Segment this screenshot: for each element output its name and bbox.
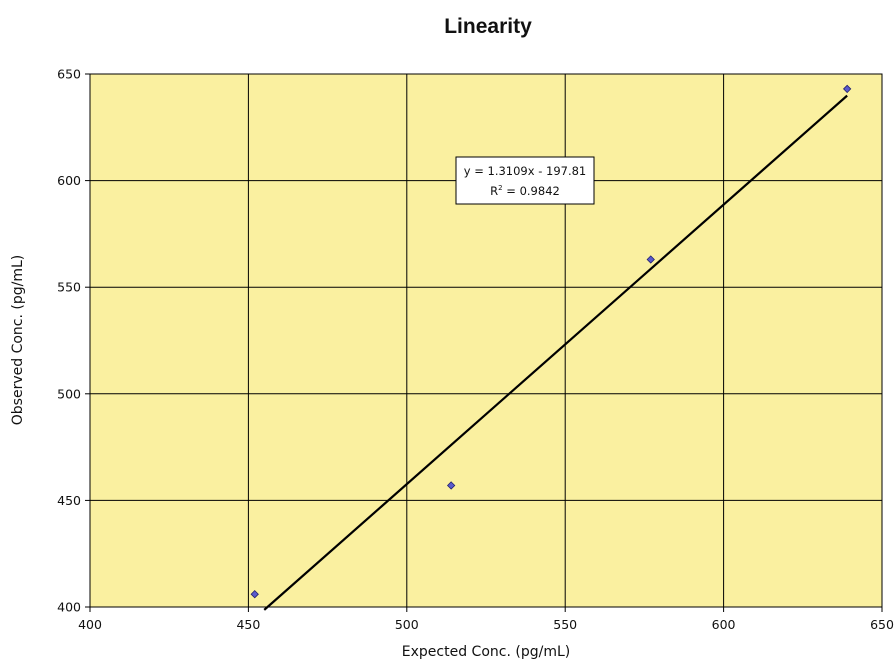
r-squared-value: = 0.9842 bbox=[503, 184, 560, 198]
y-tick-label: 550 bbox=[57, 280, 81, 295]
trendline-equation: y = 1.3109x - 197.81 bbox=[464, 164, 587, 178]
x-axis-ticks: 400 450 500 550 600 650 bbox=[78, 607, 894, 632]
x-tick-label: 650 bbox=[870, 617, 894, 632]
equation-box-frame bbox=[455, 156, 595, 205]
data-point bbox=[446, 481, 456, 490]
r-squared-prefix: R bbox=[490, 184, 498, 198]
y-tick-label: 450 bbox=[57, 493, 81, 508]
y-tick-label: 650 bbox=[57, 67, 81, 82]
chart-title: Linearity bbox=[444, 15, 532, 38]
x-tick-label: 550 bbox=[553, 617, 577, 632]
y-tick-label: 500 bbox=[57, 386, 81, 401]
plot-area bbox=[90, 74, 882, 607]
y-tick-label: 400 bbox=[57, 600, 81, 615]
y-tick-label: 600 bbox=[57, 173, 81, 188]
y-axis-ticks: 400 450 500 550 600 650 bbox=[57, 67, 90, 615]
trendline bbox=[263, 94, 848, 611]
data-points bbox=[250, 84, 852, 599]
data-point bbox=[646, 255, 655, 264]
x-tick-label: 450 bbox=[236, 617, 260, 632]
x-tick-label: 400 bbox=[78, 617, 102, 632]
data-point bbox=[842, 84, 852, 94]
r-squared-superscript: 2 bbox=[498, 184, 502, 192]
r-squared-label: R2 = 0.9842 bbox=[490, 184, 560, 198]
x-tick-label: 600 bbox=[712, 617, 736, 632]
x-tick-label: 500 bbox=[395, 617, 419, 632]
y-axis-label: Observed Conc. (pg/mL) bbox=[10, 255, 26, 425]
x-axis-label: Expected Conc. (pg/mL) bbox=[402, 644, 570, 659]
plot-border bbox=[89, 73, 883, 608]
data-point bbox=[250, 590, 259, 599]
equation-box: y = 1.3109x - 197.81 R2 = 0.9842 bbox=[455, 156, 595, 205]
